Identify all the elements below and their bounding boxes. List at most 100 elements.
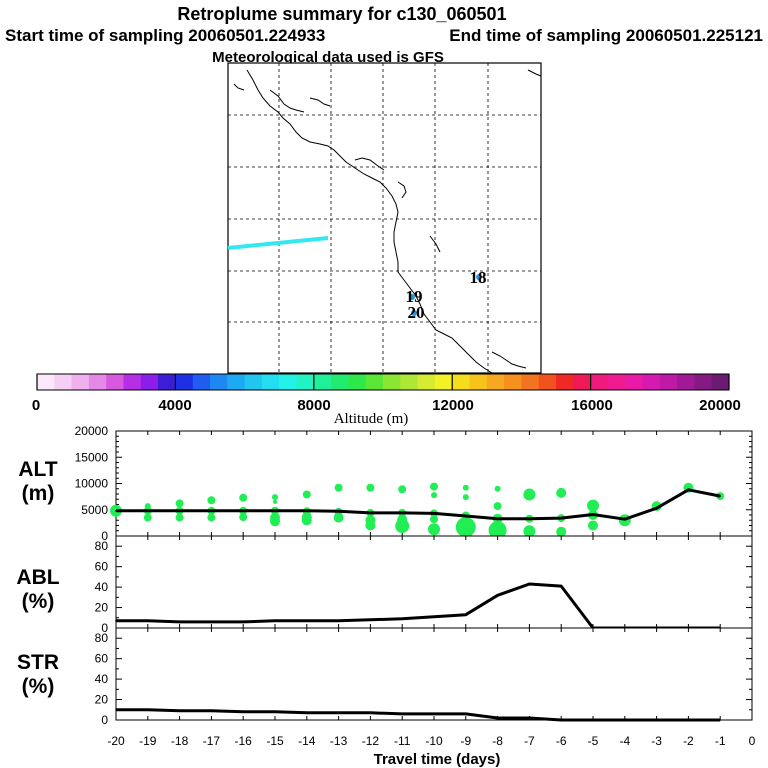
alt-data-point [624, 518, 626, 520]
day-label-20: 20 [408, 303, 425, 322]
coastline [233, 69, 542, 374]
altitude-marker [455, 517, 476, 538]
abl-panel: 0 20 40 60 80 [95, 535, 753, 635]
str-data-point [274, 711, 276, 713]
altitude-marker [333, 512, 344, 523]
str-panel-label: STR [17, 651, 59, 674]
colorbar-swatch [106, 374, 124, 390]
alt-data-point [687, 489, 690, 491]
x-tick-label: -2 [683, 734, 694, 748]
altitude-marker [556, 487, 567, 498]
x-tick-label: 0 [749, 734, 756, 748]
str-data-point [401, 713, 404, 715]
altitude-marker [366, 483, 375, 492]
alt-data-point [560, 517, 562, 519]
colorbar-swatch [244, 374, 263, 390]
altitude-marker [488, 521, 507, 540]
colorbar-swatch [521, 374, 540, 390]
altitude-marker [398, 485, 407, 494]
altitude-marker [273, 499, 277, 504]
str-panel: 0 20 40 60 80 [95, 627, 753, 727]
colorbar-label: Altitude (m) [334, 411, 409, 427]
map-gridlines [228, 63, 541, 373]
altitude-marker [587, 499, 599, 512]
x-tick-label: -4 [619, 734, 630, 748]
altitude-marker [301, 515, 312, 526]
x-tick-label: -3 [651, 734, 662, 748]
alt-data-point [306, 510, 308, 512]
x-tick-label: -16 [235, 734, 253, 748]
str-data-point [719, 719, 721, 721]
colorbar-swatch [227, 374, 245, 390]
x-tick-labels: -20 -19 -18 -17 -16 -15 -14 -13 -12 -11 -10 -9 -8 -7-… [107, 734, 755, 748]
colorbar-swatch [556, 374, 574, 390]
abl-data-point [178, 621, 181, 623]
colorbar-swatch [71, 374, 90, 390]
colorbar-swatch [261, 374, 280, 390]
colorbar-swatch [486, 374, 505, 390]
altitude-marker [493, 502, 502, 511]
altitude-marker [462, 484, 469, 491]
abl-data-point [242, 621, 244, 623]
str-data-point [465, 713, 467, 715]
altitude-marker [523, 488, 536, 501]
str-series-line [116, 708, 721, 722]
abl-data-point [306, 620, 308, 622]
altitude-marker [302, 490, 311, 499]
str-data-point [655, 719, 658, 721]
alt-data-point [433, 512, 435, 515]
colorbar-swatch [417, 374, 436, 390]
str-data-point [147, 709, 149, 711]
alt-data-point [401, 512, 404, 514]
abl-data-point [115, 620, 117, 622]
str-data-point [369, 712, 372, 714]
met-data-label: Meteorological data used is GFS [212, 49, 444, 66]
abl-data-point [337, 620, 340, 622]
str-data-point [433, 713, 435, 715]
alt-data-point [369, 512, 372, 514]
x-tick-label: -9 [460, 734, 471, 748]
alt-panel-label: ALT [18, 458, 57, 481]
alt-data-point [465, 515, 467, 517]
altitude-marker [272, 494, 278, 501]
alt-panel-unit: (m) [22, 482, 55, 505]
colorbar-swatch [348, 374, 367, 390]
colorbar-tick-12000: 12000 [432, 397, 474, 414]
colorbar-tick-labels: 0 4000 8000 12000 16000 20000 [32, 397, 741, 414]
alt-y-tick-label: 5000 [81, 503, 108, 517]
abl-panel-label: ABL [16, 566, 59, 589]
alt-data-point [210, 510, 213, 512]
x-tick-label: -10 [425, 734, 443, 748]
str-panel-unit: (%) [22, 675, 55, 698]
alt-data-point [115, 510, 117, 512]
str-data-point [115, 709, 117, 711]
alt-y-tick-label: 20000 [75, 424, 109, 438]
colorbar-swatch [140, 374, 159, 390]
x-tick-label: -11 [394, 734, 411, 748]
colorbar-swatch [331, 374, 349, 390]
x-tick-label: -13 [330, 734, 348, 748]
alt-data-point [592, 513, 594, 516]
str-y-tick-label: 20 [95, 693, 109, 707]
altitude-marker [239, 493, 248, 502]
x-tick-label: -5 [588, 734, 599, 748]
colorbar-swatch [538, 374, 557, 390]
str-y-tick-label: 80 [95, 631, 109, 645]
alt-y-tick-label: 0 [101, 529, 108, 543]
altitude-marker [430, 515, 438, 524]
map-marker-20 [411, 310, 417, 316]
x-tick-label: -7 [524, 734, 535, 748]
alt-data-point [496, 517, 499, 520]
colorbar-swatch [642, 374, 661, 390]
x-tick-label: -1 [715, 734, 726, 748]
colorbar-swatch [383, 374, 401, 390]
x-tick-label: -18 [171, 734, 189, 748]
colorbar-swatch [37, 374, 55, 390]
altitude-marker [556, 526, 567, 537]
altitude-marker [523, 525, 536, 538]
altitude-marker [588, 520, 598, 531]
str-data-point [624, 719, 626, 721]
panel-labels: ALT (m) ABL (%) STR (%) [16, 458, 59, 698]
altitude-marker [144, 503, 151, 510]
altitude-marker [334, 483, 343, 492]
